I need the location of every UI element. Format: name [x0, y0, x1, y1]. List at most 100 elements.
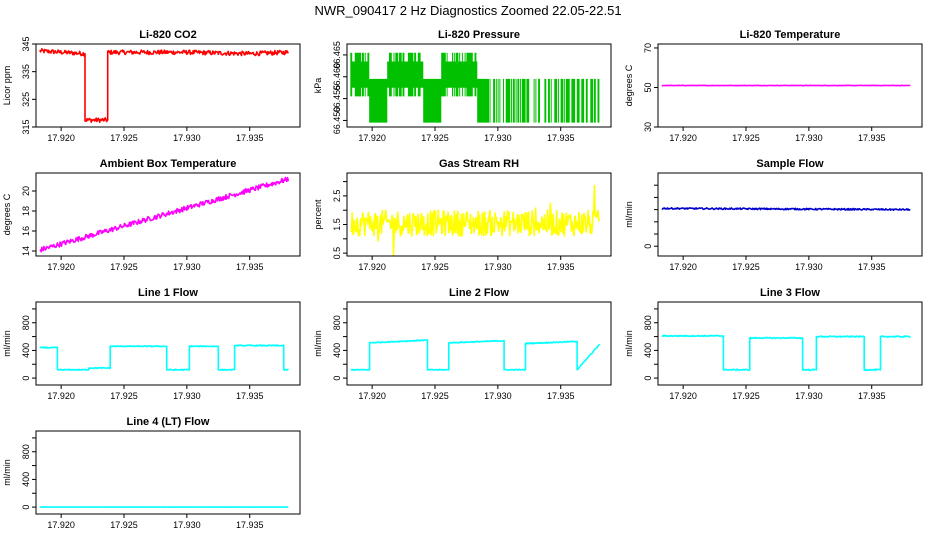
- x-tick-label: 17.920: [47, 262, 75, 272]
- y-tick-label: 2.5: [332, 190, 342, 203]
- series-line: [39, 344, 289, 372]
- y-tick-label: 400: [643, 343, 653, 358]
- panel-title: Sample Flow: [756, 158, 824, 170]
- plot-frame: [657, 301, 923, 386]
- series-group: [661, 334, 911, 372]
- x-tick-label: 17.935: [236, 520, 264, 530]
- plot-frame: [657, 172, 923, 257]
- x-tick-label: 17.930: [484, 391, 512, 401]
- x-tick-label: 17.930: [173, 391, 201, 401]
- panel-title: Line 2 Flow: [449, 287, 509, 299]
- x-tick-label: 17.935: [547, 133, 575, 143]
- panel-title: Gas Stream RH: [439, 158, 519, 170]
- x-tick-label: 17.925: [110, 391, 138, 401]
- x-tick-label: 17.935: [858, 262, 886, 272]
- panel-title: Li-820 CO2: [139, 29, 196, 41]
- y-tick-label: 325: [21, 92, 31, 107]
- y-tick-label: 800: [21, 315, 31, 330]
- y-tick-label: 335: [21, 64, 31, 79]
- y-tick-label: 0.5: [332, 247, 342, 260]
- y-tick-label: 66.450: [332, 107, 342, 135]
- x-tick-label: 17.920: [358, 391, 386, 401]
- x-tick-label: 17.920: [47, 133, 75, 143]
- x-tick-label: 17.925: [732, 391, 760, 401]
- x-tick-label: 17.930: [484, 133, 512, 143]
- y-axis-label: degrees C: [624, 64, 634, 106]
- x-tick-label: 17.920: [669, 262, 697, 272]
- x-tick-label: 17.930: [795, 262, 823, 272]
- y-axis-label: ml/min: [2, 459, 12, 486]
- series-line: [39, 48, 289, 123]
- y-axis-label: ml/min: [313, 330, 323, 357]
- series-line: [350, 339, 601, 371]
- y-tick-label: 66.455: [332, 85, 342, 113]
- x-tick-label: 17.935: [547, 391, 575, 401]
- x-tick-label: 17.935: [858, 391, 886, 401]
- x-tick-label: 17.935: [236, 133, 264, 143]
- y-axis-label: kPa: [313, 78, 323, 94]
- panel-10: Line 4 (LT) Flow 17.920 17.925 17.930 17.935…: [2, 416, 301, 530]
- panel-title: Line 3 Flow: [760, 287, 820, 299]
- x-tick-label: 17.920: [358, 262, 386, 272]
- x-tick-label: 17.920: [669, 391, 697, 401]
- x-tick-label: 17.920: [47, 520, 75, 530]
- y-tick-label: 800: [332, 315, 342, 330]
- series-group: [39, 176, 290, 253]
- x-tick-label: 17.925: [732, 262, 760, 272]
- series-group: [350, 184, 601, 256]
- x-tick-label: 17.920: [47, 391, 75, 401]
- panel-title: Li-820 Pressure: [438, 29, 520, 41]
- y-tick-label: 800: [643, 315, 653, 330]
- x-tick-label: 17.935: [547, 262, 575, 272]
- y-axis-label: ml/min: [2, 330, 12, 357]
- y-tick-label: 400: [332, 343, 342, 358]
- plot-frame: [35, 430, 301, 515]
- plot-frame: [346, 172, 612, 257]
- x-tick-label: 17.925: [110, 262, 138, 272]
- x-tick-label: 17.930: [173, 520, 201, 530]
- series-line: [661, 206, 911, 211]
- x-tick-label: 17.930: [484, 262, 512, 272]
- y-tick-label: 18: [21, 206, 31, 216]
- panel-9: Line 3 Flow 17.920 17.925 17.930 17.935 0 400 8…: [624, 287, 923, 401]
- x-tick-label: 17.930: [173, 262, 201, 272]
- y-axis-label: percent: [313, 199, 323, 230]
- x-tick-label: 17.935: [236, 391, 264, 401]
- y-axis-label: degrees C: [2, 193, 12, 235]
- y-tick-label: 0: [643, 244, 653, 249]
- series-group: [39, 48, 289, 123]
- y-axis-label: ml/min: [624, 330, 634, 357]
- panel-title: Line 4 (LT) Flow: [127, 416, 210, 428]
- x-tick-label: 17.925: [110, 520, 138, 530]
- y-tick-label: 1.5: [332, 218, 342, 231]
- y-tick-label: 20: [21, 186, 31, 196]
- y-tick-label: 70: [643, 43, 653, 53]
- panel-title: Li-820 Temperature: [740, 29, 841, 41]
- x-tick-label: 17.920: [358, 133, 386, 143]
- y-tick-label: 0: [21, 505, 31, 510]
- x-tick-label: 17.930: [795, 133, 823, 143]
- plot-frame: [346, 43, 612, 128]
- y-tick-label: 16: [21, 226, 31, 236]
- y-tick-label: 0: [21, 376, 31, 381]
- y-tick-label: 66.460: [332, 63, 342, 91]
- x-tick-label: 17.930: [795, 391, 823, 401]
- panel-5: Gas Stream RH 17.920 17.925 17.930 17.935 0.5…: [313, 158, 612, 272]
- x-tick-label: 17.925: [421, 391, 449, 401]
- plot-frame: [35, 43, 301, 128]
- x-tick-label: 17.925: [421, 262, 449, 272]
- y-tick-label: 66.465: [332, 41, 342, 69]
- x-tick-label: 17.920: [669, 133, 697, 143]
- series-line: [661, 334, 911, 372]
- panel-6: Sample Flow 17.920 17.925 17.930 17.935 0 ml/m…: [624, 158, 923, 272]
- series-line: [350, 184, 601, 256]
- y-tick-label: 400: [21, 343, 31, 358]
- panel-7: Line 1 Flow 17.920 17.925 17.930 17.935 0 400 8…: [2, 287, 301, 401]
- y-tick-label: 345: [21, 36, 31, 51]
- main-title: NWR_090417 2 Hz Diagnostics Zoomed 22.05…: [314, 3, 621, 18]
- series-line: [39, 176, 290, 253]
- x-tick-label: 17.930: [173, 133, 201, 143]
- y-tick-label: 0: [643, 376, 653, 381]
- y-tick-label: 30: [643, 122, 653, 132]
